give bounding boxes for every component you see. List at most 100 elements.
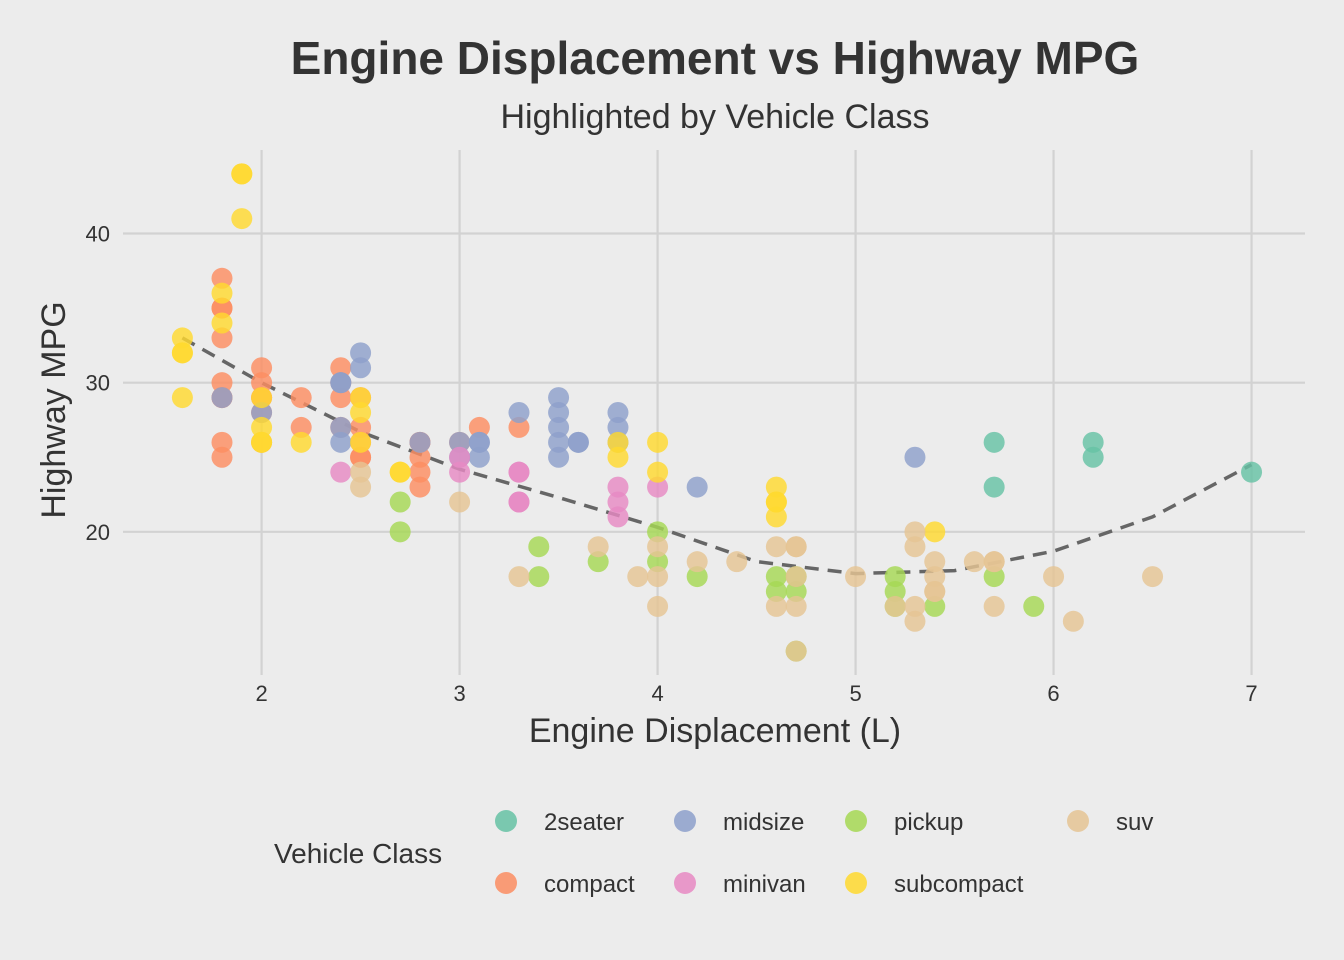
legend-item-compact: compact: [495, 871, 635, 898]
data-point: [1142, 566, 1164, 588]
data-point: [330, 416, 352, 438]
legend-swatch: [845, 872, 867, 894]
data-point: [350, 431, 372, 453]
data-point: [508, 491, 530, 513]
data-point: [765, 580, 787, 602]
data-point: [983, 431, 1005, 453]
data-point: [251, 416, 273, 438]
data-point: [548, 431, 570, 453]
data-point: [330, 357, 352, 379]
y-tick-label: 40: [86, 222, 110, 247]
legend-swatch: [674, 872, 696, 894]
data-point: [1023, 595, 1045, 617]
data-point: [548, 446, 570, 468]
data-point: [607, 476, 629, 498]
legend-item-subcompact: subcompact: [845, 871, 1024, 898]
data-point: [350, 476, 372, 498]
data-point: [647, 536, 669, 558]
data-point: [350, 461, 372, 483]
legend-item-midsize: midsize: [674, 809, 804, 836]
data-point: [983, 595, 1005, 617]
data-point: [330, 387, 352, 409]
data-point: [350, 342, 372, 364]
series-2seater: [983, 431, 1263, 498]
data-point: [251, 402, 273, 423]
data-point: [607, 416, 629, 438]
data-point: [587, 536, 609, 558]
data-point: [765, 506, 787, 528]
data-point: [686, 476, 708, 498]
data-point: [1062, 610, 1084, 632]
data-point: [449, 461, 471, 483]
data-point: [765, 491, 787, 513]
data-point: [765, 595, 787, 617]
data-point: [647, 566, 669, 588]
data-point: [647, 595, 669, 617]
data-point: [904, 446, 926, 468]
y-tick-label: 20: [86, 520, 110, 545]
data-point: [211, 267, 233, 289]
data-point: [904, 536, 926, 558]
y-tick-label: 30: [86, 371, 110, 396]
data-point: [924, 521, 946, 543]
data-point: [171, 327, 193, 349]
series-pickup: [389, 491, 1045, 662]
series-midsize: [211, 342, 926, 498]
grid: [123, 150, 1305, 675]
data-point: [211, 282, 233, 304]
data-point: [449, 491, 471, 513]
data-point: [290, 431, 312, 453]
data-point: [389, 461, 411, 483]
data-point: [1043, 566, 1065, 588]
legend-title: Vehicle Class: [274, 838, 442, 869]
data-point: [1082, 446, 1104, 468]
legend-label: compact: [544, 871, 635, 898]
data-point: [211, 327, 233, 349]
data-point: [350, 416, 372, 438]
axis-ticks: 2 3 4 5 6 7 20 30 40: [86, 222, 1258, 706]
data-point: [785, 640, 807, 662]
x-tick-label: 6: [1047, 681, 1059, 706]
data-point: [211, 312, 233, 334]
data-point: [290, 387, 312, 409]
legend-item-minivan: minivan: [674, 871, 806, 898]
legend-item-suv: suv: [1067, 809, 1153, 836]
legend-swatch: [845, 810, 867, 832]
series-minivan: [330, 446, 669, 528]
data-point: [171, 387, 193, 409]
data-point: [330, 461, 352, 483]
data-point: [290, 416, 312, 438]
chart-subtitle: Highlighted by Vehicle Class: [500, 98, 929, 136]
legend-swatch: [1067, 810, 1089, 832]
legend: 2seater compact midsize minivan pickup subcom…: [495, 809, 1153, 898]
data-point: [251, 387, 273, 409]
data-point: [884, 580, 906, 602]
legend-label: minivan: [723, 871, 806, 898]
data-point: [548, 416, 570, 438]
data-point: [508, 566, 530, 588]
data-point: [409, 446, 431, 468]
legend-label: pickup: [894, 809, 963, 836]
data-point: [211, 446, 233, 468]
data-point: [587, 551, 609, 573]
data-point: [686, 551, 708, 573]
data-point: [627, 566, 649, 588]
data-point: [607, 446, 629, 468]
data-point: [647, 461, 669, 483]
data-point: [350, 357, 372, 379]
data-point: [765, 536, 787, 558]
data-point: [845, 566, 867, 588]
data-point: [468, 416, 490, 438]
x-tick-label: 7: [1245, 681, 1257, 706]
data-point: [607, 491, 629, 513]
data-point: [468, 431, 490, 453]
data-point: [528, 566, 550, 588]
data-point: [726, 551, 748, 573]
data-point: [350, 402, 372, 423]
data-point: [508, 461, 530, 483]
data-point: [449, 431, 471, 453]
legend-swatch: [495, 810, 517, 832]
data-point: [251, 357, 273, 379]
legend-label: suv: [1116, 809, 1153, 836]
